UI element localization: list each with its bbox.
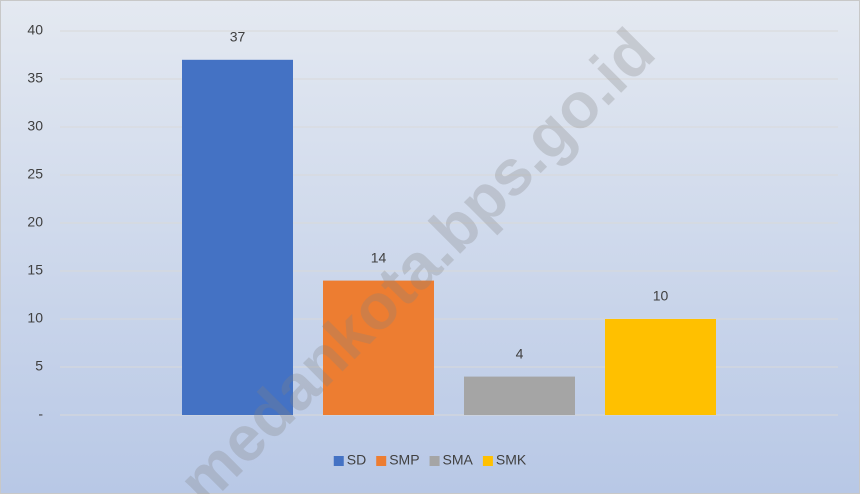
- legend-swatch: [333, 456, 344, 466]
- legend-label: SD: [347, 452, 366, 468]
- y-tick-label: 30: [27, 118, 43, 134]
- legend-swatch: [376, 456, 387, 466]
- data-label: 14: [371, 249, 387, 265]
- legend-item: SD: [333, 452, 366, 468]
- legend-item: SMK: [482, 452, 527, 468]
- bar: [464, 376, 575, 415]
- bar: [182, 59, 293, 416]
- y-tick-label: 35: [27, 70, 43, 86]
- y-tick-label: 5: [35, 358, 43, 374]
- bar: [323, 280, 434, 415]
- legend-swatch: [429, 456, 440, 466]
- y-tick-label: 25: [27, 166, 43, 182]
- legend-label: SMP: [389, 452, 419, 468]
- legend: SD SMP SMA SMK: [333, 452, 527, 468]
- legend-label: SMA: [443, 452, 474, 468]
- legend-item: SMP: [376, 452, 420, 468]
- y-tick-label: 40: [27, 22, 43, 38]
- bar: [605, 319, 716, 415]
- data-label: 10: [653, 288, 669, 304]
- data-label: 37: [230, 29, 246, 45]
- y-tick-label: 15: [27, 262, 43, 278]
- y-tick-label: 20: [27, 214, 43, 230]
- data-label: 4: [516, 345, 524, 361]
- legend-item: SMA: [429, 452, 474, 468]
- legend-swatch: [482, 456, 493, 466]
- y-tick-label: -: [38, 406, 43, 422]
- y-tick-label: 10: [27, 310, 43, 326]
- plot-area: - 5 10 15 20 25 30 35 40 37 14 4 10: [27, 22, 838, 422]
- legend-label: SMK: [496, 452, 527, 468]
